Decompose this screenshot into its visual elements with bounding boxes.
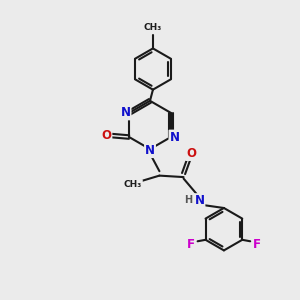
Text: F: F <box>187 238 195 251</box>
Text: N: N <box>169 130 179 143</box>
Text: O: O <box>101 129 111 142</box>
Text: H: H <box>184 195 192 205</box>
Text: N: N <box>194 194 205 207</box>
Text: F: F <box>253 238 261 251</box>
Text: CH₃: CH₃ <box>144 23 162 32</box>
Text: CH₃: CH₃ <box>124 180 142 189</box>
Text: O: O <box>186 147 196 160</box>
Text: N: N <box>121 106 130 119</box>
Text: N: N <box>145 144 155 157</box>
